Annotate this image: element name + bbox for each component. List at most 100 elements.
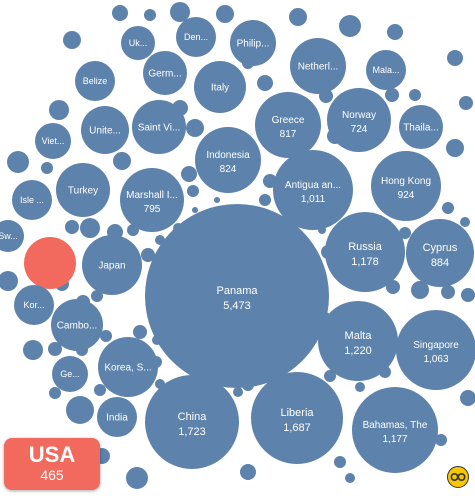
bubble-value-liberia: 1,687 bbox=[283, 422, 311, 434]
filler-bubble bbox=[409, 89, 421, 101]
filler-bubble bbox=[399, 227, 411, 239]
filler-bubble bbox=[257, 75, 273, 91]
filler-bubble bbox=[126, 467, 148, 489]
bubble-value-singapore: 1,063 bbox=[423, 354, 448, 365]
bubble-italy bbox=[194, 61, 246, 113]
bubble-germ bbox=[143, 51, 187, 95]
bubble-label-uk: Uk... bbox=[129, 38, 148, 48]
filler-bubble bbox=[192, 207, 198, 213]
filler-bubble bbox=[387, 24, 403, 40]
filler-bubble bbox=[48, 342, 62, 356]
bubble-label-turkey: Turkey bbox=[68, 186, 98, 197]
bubble-label-kor: Kor... bbox=[23, 300, 44, 310]
filler-bubble bbox=[459, 96, 473, 110]
bubble-cyprus bbox=[406, 219, 474, 287]
bubble-malta bbox=[318, 301, 398, 381]
filler-bubble bbox=[461, 288, 475, 302]
filler-bubble bbox=[144, 9, 156, 21]
bubble-hong-kong bbox=[371, 151, 441, 221]
filler-bubble bbox=[339, 15, 361, 37]
bubble-usa bbox=[24, 237, 76, 289]
filler-bubble bbox=[216, 5, 234, 23]
bubble-thaila bbox=[399, 105, 443, 149]
filler-bubble bbox=[170, 2, 190, 22]
bubble-label-philip: Philip... bbox=[237, 39, 270, 50]
bubble-liberia bbox=[251, 372, 343, 464]
bubble-label-thaila: Thaila... bbox=[403, 123, 439, 134]
filler-bubble bbox=[411, 281, 429, 299]
bubble-den bbox=[176, 17, 216, 57]
filler-bubble bbox=[240, 464, 256, 480]
brand-logo-icon bbox=[447, 466, 469, 488]
filler-bubble bbox=[80, 218, 100, 238]
bubble-kor bbox=[14, 285, 54, 325]
bubble-value-antigua-an: 1,011 bbox=[301, 194, 326, 205]
bubble-antigua-an bbox=[273, 150, 353, 230]
usa-badge-value: 465 bbox=[40, 467, 64, 483]
bubble-label-belize: Belize bbox=[83, 76, 108, 86]
bubble-greece bbox=[255, 92, 321, 158]
bubble-value-malta: 1,220 bbox=[344, 345, 372, 357]
usa-tooltip-badge: USA 465 bbox=[4, 438, 100, 490]
bubble-label-cyprus: Cyprus bbox=[423, 242, 458, 254]
bubble-label-russia: Russia bbox=[348, 241, 383, 253]
bubble-value-cyprus: 884 bbox=[431, 257, 449, 269]
bubble-value-indonesia: 824 bbox=[220, 164, 237, 175]
bubble-value-norway: 724 bbox=[351, 124, 368, 135]
filler-bubble bbox=[442, 202, 454, 214]
filler-bubble bbox=[385, 88, 399, 102]
bubble-label-netherl: Netherl... bbox=[298, 62, 339, 73]
bubble-label-marshall-i: Marshall I... bbox=[126, 190, 178, 201]
bubble-isle bbox=[12, 180, 52, 220]
filler-bubble bbox=[94, 384, 106, 396]
filler-bubble bbox=[446, 139, 464, 157]
bubble-label-saint-vi: Saint Vi... bbox=[138, 123, 181, 134]
bubble-indonesia bbox=[195, 127, 261, 193]
bubble-uk bbox=[121, 26, 155, 60]
filler-bubble bbox=[186, 119, 204, 137]
bubble-value-bahamas-the: 1,177 bbox=[382, 434, 407, 445]
bubble-value-russia: 1,178 bbox=[351, 256, 379, 268]
filler-bubble bbox=[49, 387, 61, 399]
bubble-value-greece: 817 bbox=[280, 129, 297, 140]
bubble-sw bbox=[0, 220, 24, 252]
bubble-ge bbox=[52, 356, 88, 392]
bubble-singapore bbox=[396, 310, 475, 390]
bubble-unite bbox=[81, 106, 129, 154]
bubble-value-marshall-i: 795 bbox=[144, 204, 161, 215]
filler-bubble bbox=[259, 194, 271, 206]
bubble-label-unite: Unite... bbox=[89, 126, 121, 137]
bubble-label-indonesia: Indonesia bbox=[206, 150, 250, 161]
filler-bubble bbox=[233, 387, 243, 397]
bubble-russia bbox=[325, 212, 405, 292]
bubble-label-isle: Isle ... bbox=[20, 195, 44, 205]
filler-bubble bbox=[345, 473, 355, 483]
filler-bubble bbox=[49, 100, 69, 120]
bubble-mala bbox=[366, 50, 406, 90]
filler-bubble bbox=[0, 271, 18, 291]
bubble-label-greece: Greece bbox=[272, 115, 305, 126]
bubble-label-ge: Ge... bbox=[60, 369, 80, 379]
filler-bubble bbox=[113, 152, 131, 170]
bubble-label-viet: Viet... bbox=[42, 136, 65, 146]
bubble-label-antigua-an: Antigua an... bbox=[285, 180, 341, 191]
bubble-label-japan: Japan bbox=[98, 261, 125, 272]
bubble-label-liberia: Liberia bbox=[280, 407, 314, 419]
bubble-label-mala: Mala... bbox=[372, 65, 399, 75]
filler-bubble bbox=[23, 340, 43, 360]
bubble-label-malta: Malta bbox=[345, 330, 373, 342]
bubble-netherl bbox=[290, 38, 346, 94]
bubble-india bbox=[97, 397, 137, 437]
filler-bubble bbox=[324, 370, 336, 382]
filler-bubble bbox=[460, 217, 470, 227]
bubble-viet bbox=[35, 123, 71, 159]
filler-bubble bbox=[289, 8, 307, 26]
filler-bubble bbox=[100, 330, 112, 342]
filler-bubble bbox=[355, 382, 365, 392]
bubble-label-den: Den... bbox=[184, 32, 208, 42]
filler-bubble bbox=[441, 285, 455, 299]
filler-bubble bbox=[435, 434, 447, 446]
bubble-korea-s bbox=[98, 337, 158, 397]
filler-bubble bbox=[65, 220, 79, 234]
